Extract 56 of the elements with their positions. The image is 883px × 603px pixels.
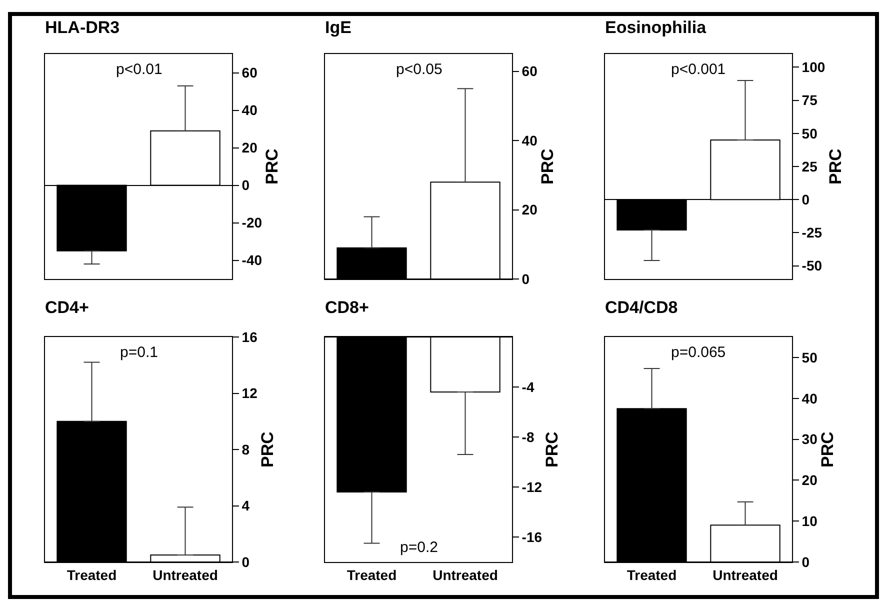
- y-tick-label: 40: [242, 102, 258, 118]
- x-tick-label: Treated: [626, 566, 677, 583]
- y-tick-label: 12: [242, 385, 258, 402]
- x-tick-label: Treated: [346, 566, 397, 583]
- y-tick-label: 8: [242, 441, 250, 458]
- y-tick-label: 40: [802, 390, 818, 406]
- y-tick-label: 4: [242, 498, 250, 514]
- y-tick-label: 0: [242, 554, 250, 570]
- y-tick-label: -16: [522, 528, 542, 545]
- y-tick-label: -25: [802, 224, 822, 241]
- y-axis-title: PRC: [538, 148, 557, 184]
- x-tick-label: Untreated: [712, 566, 778, 583]
- annotation: p<0.01: [116, 61, 162, 78]
- y-tick-label: 0: [242, 177, 250, 194]
- y-tick-label: -50: [802, 258, 822, 274]
- y-axis-title: PRC: [826, 148, 845, 184]
- y-tick-label: 0: [802, 191, 810, 208]
- annotation: p=0.065: [671, 344, 726, 361]
- x-tick-label: Untreated: [432, 566, 498, 583]
- y-tick-label: 16: [242, 328, 258, 345]
- y-axis-title: PRC: [258, 432, 277, 468]
- y-tick-label: 0: [802, 554, 810, 570]
- y-tick-label: -4: [522, 378, 534, 395]
- y-tick-label: 60: [522, 63, 538, 80]
- y-tick-label: 50: [802, 125, 818, 142]
- y-tick-label: 40: [522, 132, 538, 148]
- chart-title: IgE: [325, 18, 352, 37]
- y-tick-label: 20: [242, 140, 258, 156]
- annotation: p=0.2: [400, 539, 438, 556]
- y-axis-title: PRC: [542, 432, 562, 468]
- y-tick-label: 60: [242, 64, 258, 81]
- chart-title: Eosinophilia: [605, 18, 707, 37]
- chart-title: HLA-DR3: [45, 18, 120, 37]
- y-tick-label: 20: [522, 202, 538, 218]
- y-tick-label: -20: [242, 214, 262, 231]
- y-tick-label: -40: [242, 252, 262, 268]
- y-axis-title: PRC: [818, 432, 837, 468]
- chart-title: CD8+: [325, 298, 370, 317]
- x-tick-label: Untreated: [152, 566, 218, 583]
- chart-title: CD4+: [45, 298, 90, 317]
- annotation: p<0.05: [396, 61, 442, 78]
- y-tick-label: 100: [802, 59, 826, 76]
- y-tick-label: 30: [802, 431, 818, 448]
- chart-title: CD4/CD8: [605, 298, 678, 317]
- y-tick-label: 20: [802, 472, 818, 488]
- y-tick-label: 50: [802, 349, 818, 366]
- y-tick-label: 75: [802, 92, 818, 108]
- y-tick-label: -12: [522, 478, 542, 495]
- annotation: p<0.001: [671, 61, 726, 78]
- y-tick-label: 0: [522, 270, 530, 287]
- y-tick-label: 10: [802, 512, 818, 529]
- x-tick-label: Treated: [66, 566, 117, 583]
- y-axis-title: PRC: [262, 148, 282, 184]
- y-tick-label: -8: [522, 428, 534, 445]
- annotation: p=0.1: [120, 344, 158, 361]
- y-tick-label: 25: [802, 158, 818, 174]
